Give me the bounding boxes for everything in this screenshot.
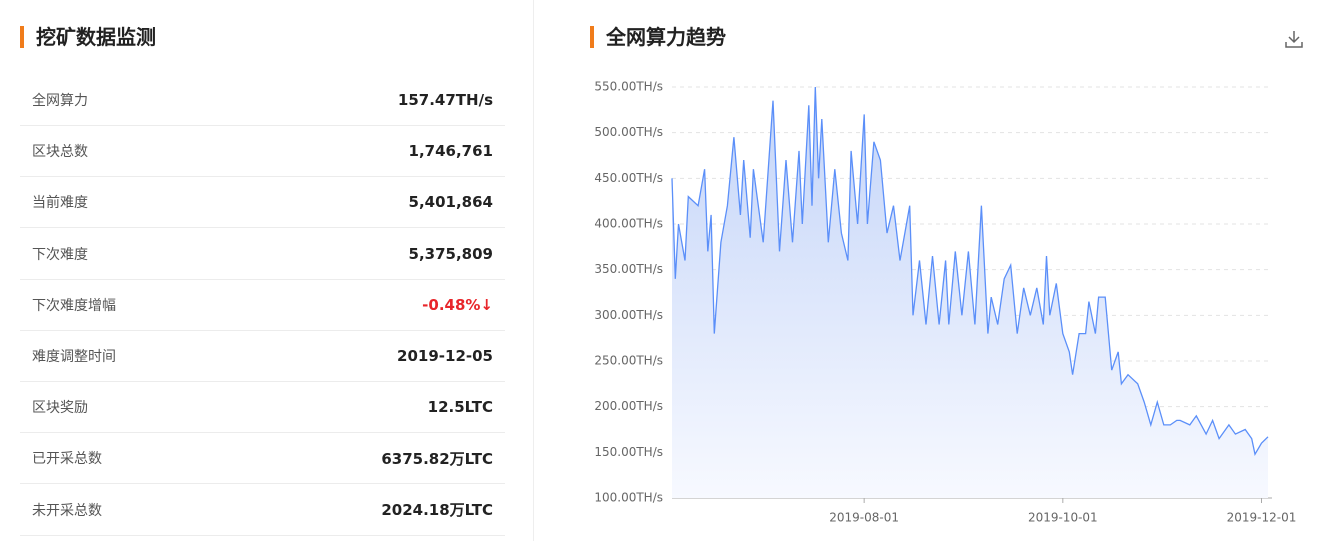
stat-row: 区块总数 1,746,761 (20, 126, 505, 178)
area (672, 87, 1268, 498)
y-tick-label: 400.00TH/s (594, 217, 663, 231)
stat-label: 下次难度增幅 (32, 297, 116, 314)
y-tick-label: 200.00TH/s (594, 399, 663, 413)
y-tick-label: 300.00TH/s (594, 308, 663, 322)
stat-row: 难度调整时间 2019-12-05 (20, 331, 505, 382)
y-tick-label: 100.00TH/s (594, 491, 663, 505)
x-tick-label: 2019-12-01 (1227, 511, 1297, 525)
y-tick-label: 350.00TH/s (594, 262, 663, 276)
y-tick-label: 450.00TH/s (594, 171, 663, 185)
stat-label: 下次难度 (32, 246, 88, 263)
y-tick-label: 150.00TH/s (594, 445, 663, 459)
stat-value: 157.47TH/s (397, 91, 493, 109)
stat-label: 当前难度 (32, 195, 88, 212)
stat-row: 区块奖励 12.5LTC (20, 382, 505, 434)
stat-label: 区块总数 (32, 144, 88, 161)
y-tick-label: 500.00TH/s (594, 125, 663, 139)
stat-row: 下次难度增幅 -0.48%↓ (20, 280, 505, 331)
x-tick-label: 2019-08-01 (829, 511, 899, 525)
stat-row: 已开采总数 6375.82万LTC (20, 433, 505, 485)
stat-row: 下次难度 5,375,809 (20, 229, 505, 280)
download-icon[interactable] (1285, 31, 1303, 48)
stat-value: 12.5LTC (427, 398, 493, 417)
y-tick-label: 250.00TH/s (594, 354, 663, 368)
stat-value: 5,375,809 (408, 244, 493, 263)
divider (533, 0, 534, 541)
stat-row: 当前难度 5,401,864 (20, 177, 505, 229)
stat-label: 未开采总数 (32, 502, 102, 519)
stat-label: 区块奖励 (32, 400, 88, 417)
stat-value: 6375.82万LTC (381, 449, 493, 468)
stat-label: 已开采总数 (32, 451, 102, 468)
y-tick-label: 550.00TH/s (594, 80, 663, 94)
stat-value: 2019-12-05 (397, 347, 493, 365)
line (671, 86, 1269, 456)
x-tick-label: 2019-10-01 (1028, 511, 1098, 525)
stat-row: 全网算力 157.47TH/s (20, 75, 505, 126)
panel-title: 挖矿数据监测 (20, 26, 156, 48)
stat-row: 未开采总数 2024.18万LTC (20, 485, 505, 536)
stat-value: -0.48%↓ (422, 295, 493, 314)
stat-value: 2024.18万LTC (381, 501, 493, 520)
chart-title: 全网算力趋势 (590, 26, 726, 48)
stat-label: 全网算力 (32, 93, 88, 109)
stat-value: 1,746,761 (408, 142, 493, 161)
stat-label: 难度调整时间 (32, 349, 116, 365)
stat-value: 5,401,864 (408, 193, 493, 212)
